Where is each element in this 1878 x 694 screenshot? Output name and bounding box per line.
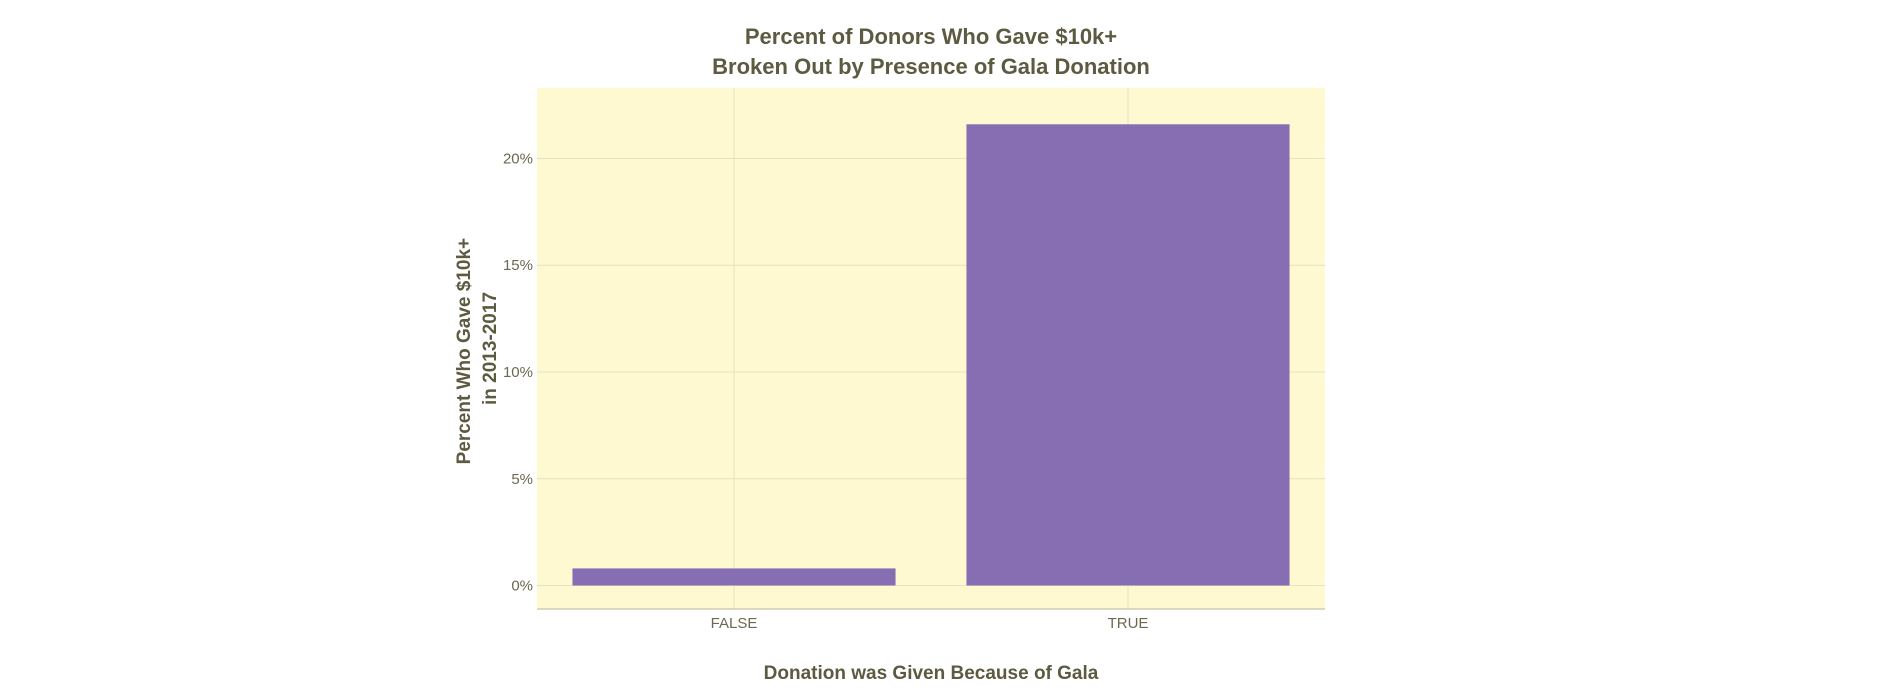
y-tick-label: 0% xyxy=(511,578,533,595)
bars xyxy=(572,124,1290,586)
y-tick-label: 10% xyxy=(503,364,533,381)
x-tick-label: TRUE xyxy=(1108,615,1149,632)
chart-title: Percent of Donors Who Gave $10k+ Broken … xyxy=(0,22,1862,82)
y-tick-label: 5% xyxy=(511,471,533,488)
bar-true[interactable] xyxy=(966,124,1290,586)
chart-title-line-1: Percent of Donors Who Gave $10k+ xyxy=(744,24,1118,49)
y-tick-label: 15% xyxy=(503,257,533,274)
x-axis-title: Donation was Given Because of Gala xyxy=(764,663,1099,684)
y-axis-title: Percent Who Gave $10k+ in 2013-2017 xyxy=(454,233,501,465)
bar-false[interactable] xyxy=(572,568,896,586)
y-tick-label: 20% xyxy=(503,150,533,167)
y-tick-labels: 0% 5% 10% 15% 20% xyxy=(503,150,533,594)
y-axis-title-line-1: Percent Who Gave $10k+ xyxy=(454,238,475,465)
y-axis-title-line-2: in 2013-2017 xyxy=(480,292,501,405)
x-tick-label: FALSE xyxy=(711,615,758,632)
x-tick-labels: FALSE TRUE xyxy=(711,615,1149,632)
chart-title-line-2: Broken Out by Presence of Gala Donation xyxy=(712,54,1150,79)
